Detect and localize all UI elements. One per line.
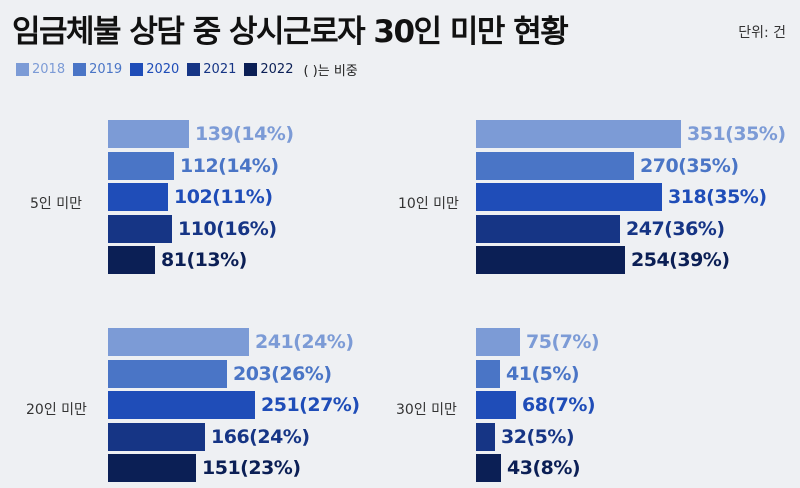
bar-value-label: 81(13%): [161, 249, 247, 271]
bar-2022: [476, 454, 501, 482]
bar-2019: [476, 151, 634, 180]
bar-2020: [108, 391, 255, 419]
bar-2019: [108, 359, 227, 388]
legend-label: 2022: [260, 62, 294, 77]
bar-value-label: 68(7%): [522, 394, 596, 416]
bar-value-label: 203(26%): [233, 362, 332, 385]
bar-2019: [108, 151, 174, 180]
bar-2021: [476, 214, 620, 243]
bar-2020: [108, 183, 168, 211]
legend-item-2020: 2020: [130, 62, 179, 77]
bar-2021: [108, 214, 172, 243]
legend-item-2022: 2022: [244, 62, 293, 77]
legend-swatch: [16, 63, 29, 76]
bar-value-label: 318(35%): [668, 186, 767, 208]
bar-value-label: 32(5%): [501, 425, 575, 448]
bar-value-label: 75(7%): [526, 331, 600, 353]
bar-value-label: 151(23%): [202, 457, 301, 479]
bar-value-label: 241(24%): [255, 331, 354, 353]
legend: 2018 2019 2020 2021 2022 ( )는 비중: [16, 60, 358, 79]
legend-item-2018: 2018: [16, 62, 65, 77]
bar-2018: [476, 328, 520, 356]
bar-value-label: 351(35%): [687, 123, 786, 145]
bar-2018: [108, 328, 249, 356]
bar-2020: [476, 391, 516, 419]
legend-swatch: [244, 63, 258, 76]
bar-value-label: 247(36%): [626, 217, 725, 240]
panel-label: 30인 미만: [396, 402, 457, 418]
bar-2022: [108, 454, 196, 482]
legend-label: 2021: [203, 62, 237, 77]
bar-2022: [476, 246, 625, 274]
legend-label: 2019: [89, 62, 123, 77]
panel-label: 5인 미만: [30, 196, 82, 212]
bar-value-label: 41(5%): [506, 362, 580, 385]
bar-2018: [108, 120, 189, 148]
unit-label: 단위: 건: [738, 25, 786, 41]
legend-swatch: [187, 63, 201, 76]
bar-2020: [476, 183, 662, 211]
bar-value-label: 139(14%): [195, 123, 294, 145]
legend-note: ( )는 비중: [303, 64, 358, 79]
bar-2022: [108, 246, 155, 274]
bar-value-label: 110(16%): [178, 217, 277, 240]
bar-value-label: 270(35%): [640, 154, 739, 177]
panel-label: 20인 미만: [26, 402, 87, 418]
panel-label: 10인 미만: [398, 196, 459, 212]
bar-value-label: 251(27%): [261, 394, 360, 416]
bar-2021: [108, 422, 205, 451]
bar-value-label: 102(11%): [174, 186, 273, 208]
legend-swatch: [73, 63, 87, 76]
legend-item-2021: 2021: [187, 62, 236, 77]
bar-2018: [476, 120, 681, 148]
bar-2021: [476, 422, 495, 451]
legend-label: 2018: [32, 62, 66, 77]
bar-value-label: 112(14%): [180, 154, 279, 177]
chart-title: 임금체불 상담 중 상시근로자 30인 미만 현황: [12, 14, 569, 50]
legend-label: 2020: [146, 62, 180, 77]
bar-value-label: 254(39%): [631, 249, 730, 271]
legend-item-2019: 2019: [73, 62, 122, 77]
bar-value-label: 43(8%): [507, 457, 581, 479]
bar-value-label: 166(24%): [211, 425, 310, 448]
legend-swatch: [130, 63, 144, 76]
bar-2019: [476, 359, 500, 388]
